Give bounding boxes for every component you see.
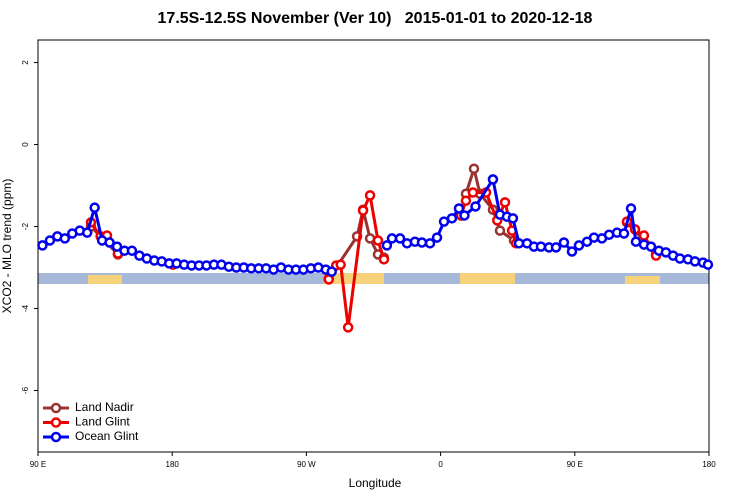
data-point [126,245,138,256]
data-point [618,228,630,239]
chart-title: 17.5S-12.5S November (Ver 10) 2015-01-01… [158,10,593,27]
data-point [460,195,472,206]
data-point [357,205,369,216]
data-point [550,242,562,253]
data-point [573,240,585,251]
data-point [638,230,650,241]
legend-label: Land Nadir [75,400,134,414]
y-axis-label: XCO2 - MLO trend (ppm) [0,179,14,314]
data-point [558,237,570,248]
x-tick-label: 180 [702,460,716,469]
data-point [625,203,637,214]
data-point [104,237,115,248]
legend-label: Land Glint [75,415,130,429]
data-point [364,190,376,201]
x-tick-label: 90 W [297,460,316,469]
data-point [494,225,506,236]
data-point [416,237,428,248]
land-strip [625,276,660,284]
x-tick-label: 180 [166,460,180,469]
data-point [335,259,346,270]
data-point [59,233,71,244]
data-point [386,233,398,244]
y-tick-label: -6 [21,386,30,394]
y-tick-label: -4 [21,304,30,312]
x-tick-label: 90 E [30,460,46,469]
data-point [630,236,642,247]
data-point [446,213,458,224]
data-point [459,210,470,221]
y-tick-label: -2 [21,222,30,230]
map-strip [38,273,709,284]
legend-marker [50,417,62,428]
data-point [467,187,479,198]
y-tick-label: 0 [21,142,30,147]
data-point [645,241,657,252]
data-point [44,235,56,246]
data-point [453,203,465,214]
data-point [689,256,701,267]
x-axis-label: Longitude [349,476,402,490]
data-point [89,202,100,213]
land-strip [460,273,515,284]
data-point [394,233,406,244]
data-point [499,197,511,208]
data-point [111,241,123,252]
data-point [468,163,480,174]
data-point [372,235,384,246]
data-point [674,253,686,264]
x-tick-label: 90 E [567,460,583,469]
data-point [424,238,436,249]
legend-marker [50,431,62,443]
data-point [470,201,481,212]
data-point [37,240,48,251]
data-point [81,227,93,238]
land-strip [88,275,122,284]
x-tick-label: 0 [438,460,443,469]
data-point [513,238,525,249]
data-point [431,232,443,243]
data-point [381,240,393,251]
data-point [342,322,354,333]
data-point [566,246,578,257]
data-point [702,259,714,270]
data-point [507,213,519,224]
y-tick-label: 2 [21,60,30,65]
data-point [326,266,337,277]
data-point [535,241,547,252]
legend-marker [50,402,62,414]
data-point [378,254,390,265]
data-point [487,174,499,185]
legend-label: Ocean Glint [75,429,139,443]
